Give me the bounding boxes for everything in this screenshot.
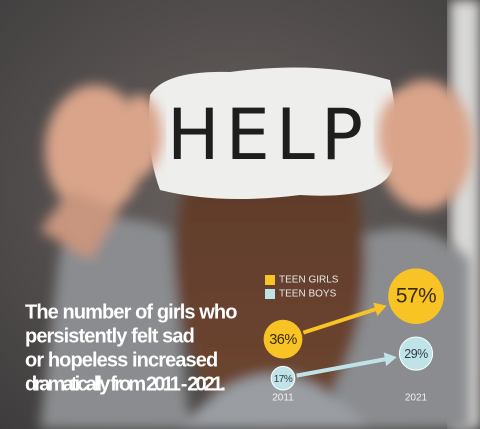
annotation-line: The number of girls who (25, 301, 237, 323)
sign-text: HELP (167, 94, 369, 176)
legend: TEEN GIRLS TEEN BOYS (265, 275, 339, 300)
annotation-line: or hopeless increased (25, 349, 217, 371)
x-tick-label: 2021 (405, 393, 428, 404)
trend-arrow (302, 306, 380, 335)
trend-arrow (296, 356, 390, 378)
arrow-head (373, 302, 387, 316)
annotation-line: persistently felt sad (25, 325, 194, 347)
value-label: 29% (404, 347, 428, 361)
bubble (398, 336, 434, 371)
bubble (263, 319, 303, 359)
annotation-line: dramatically from 2011 - 2021. (25, 373, 225, 395)
value-label: 17% (274, 374, 293, 385)
plot: 2011 2021 36% 57% 17% 29% (263, 268, 444, 404)
bubble (388, 268, 444, 324)
x-tick-label: 2011 (272, 393, 294, 404)
legend-swatch (265, 275, 275, 285)
arrow-head (383, 352, 397, 367)
legend-label: TEEN BOYS (279, 289, 337, 300)
legend-swatch (265, 289, 275, 299)
bubble (270, 365, 296, 391)
legend-label: TEEN GIRLS (279, 275, 339, 286)
value-label: 36% (269, 332, 297, 348)
value-label: 57% (396, 285, 436, 308)
